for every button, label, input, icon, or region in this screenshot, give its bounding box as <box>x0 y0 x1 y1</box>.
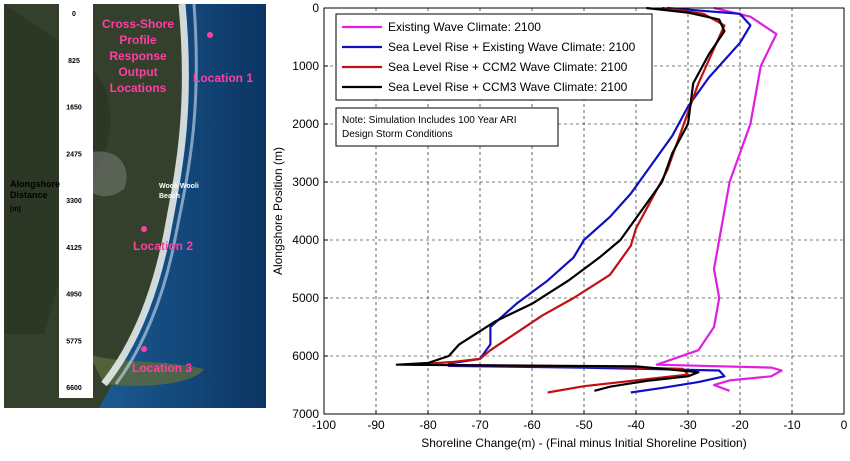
location-marker <box>207 32 213 38</box>
x-tick-label: -90 <box>367 418 385 432</box>
note-text: Note: Simulation Includes 100 Year ARI <box>342 115 517 126</box>
map-axis-unit: (m) <box>10 206 21 213</box>
x-tick-label: -100 <box>312 418 336 432</box>
map-title-line: Response <box>109 49 167 63</box>
x-tick-label: -80 <box>419 418 437 432</box>
legend-entry: Sea Level Rise + CCM3 Wave Climate: 2100 <box>388 80 628 94</box>
location-label: Location 1 <box>193 71 253 85</box>
x-tick-label: 0 <box>841 418 848 432</box>
x-tick-label: -20 <box>731 418 749 432</box>
surf-line <box>101 4 189 387</box>
map-tick-label: 5775 <box>66 338 82 345</box>
map-tick-label: 1650 <box>66 105 82 112</box>
y-tick-label: 3000 <box>292 175 319 189</box>
y-tick-label: 1000 <box>292 59 319 73</box>
series-line-2 <box>447 6 752 394</box>
x-axis-label: Shoreline Change(m) - (Final minus Initi… <box>421 436 746 450</box>
note-box <box>335 107 559 147</box>
series-line-4 <box>395 6 726 392</box>
map-title-line: Cross-Shore <box>102 17 174 31</box>
x-tick-label: -30 <box>679 418 697 432</box>
y-axis-label: Alongshore Position (m) <box>271 147 285 275</box>
map-tick-label: 825 <box>68 58 80 65</box>
location-marker <box>141 346 147 352</box>
map-tick-label: 6600 <box>66 385 82 392</box>
y-tick-label: 0 <box>312 1 319 15</box>
map-title-line: Locations <box>110 81 167 95</box>
beach-label: Wooli Wooli <box>159 183 199 190</box>
y-tick-label: 2000 <box>292 117 319 131</box>
shoreline-chart: -100 -90 -80 -70 -60 -50 -40 -30 -20 -10 001000200… <box>271 1 848 450</box>
series-line-3 <box>411 6 726 394</box>
series-line-1 <box>655 6 783 392</box>
ocean-area <box>94 4 266 408</box>
legend-entry: Sea Level Rise + CCM2 Wave Climate: 2100 <box>388 60 628 74</box>
x-tick-label: -60 <box>523 418 541 432</box>
x-tick-label: -40 <box>627 418 645 432</box>
map-tick-label: 4950 <box>66 292 82 299</box>
map-tick-label: 2475 <box>66 151 82 158</box>
legend-entry: Sea Level Rise + Existing Wave Climate: … <box>388 40 636 54</box>
map-title-line: Profile <box>119 33 157 47</box>
location-marker <box>141 226 147 232</box>
legend-entry: Existing Wave Climate: 2100 <box>388 20 541 34</box>
location-label: Location 2 <box>133 239 193 253</box>
map-tick-label: 0 <box>72 11 76 18</box>
distance-strip <box>59 4 93 398</box>
site-map: 0 825 1650 2475 3300 4125 4950 5775 6600 Cross-S… <box>4 4 266 408</box>
y-tick-label: 4000 <box>292 233 319 247</box>
x-tick-label: -50 <box>575 418 593 432</box>
y-tick-label: 6000 <box>292 349 319 363</box>
x-tick-label: -70 <box>471 418 489 432</box>
legend-box <box>335 13 653 101</box>
map-tick-label: 4125 <box>66 245 82 252</box>
y-tick-label: 5000 <box>292 291 319 305</box>
location-label: Location 3 <box>132 361 192 375</box>
map-axis-label: Distance <box>10 190 48 200</box>
map-axis-label: Alongshore <box>10 179 60 189</box>
map-tick-label: 3300 <box>66 198 82 205</box>
beach-label: Beach <box>159 193 180 200</box>
y-tick-label: 7000 <box>292 407 319 421</box>
map-title-line: Output <box>118 65 157 79</box>
x-tick-label: -10 <box>783 418 801 432</box>
note-text: Design Storm Conditions <box>342 129 453 140</box>
